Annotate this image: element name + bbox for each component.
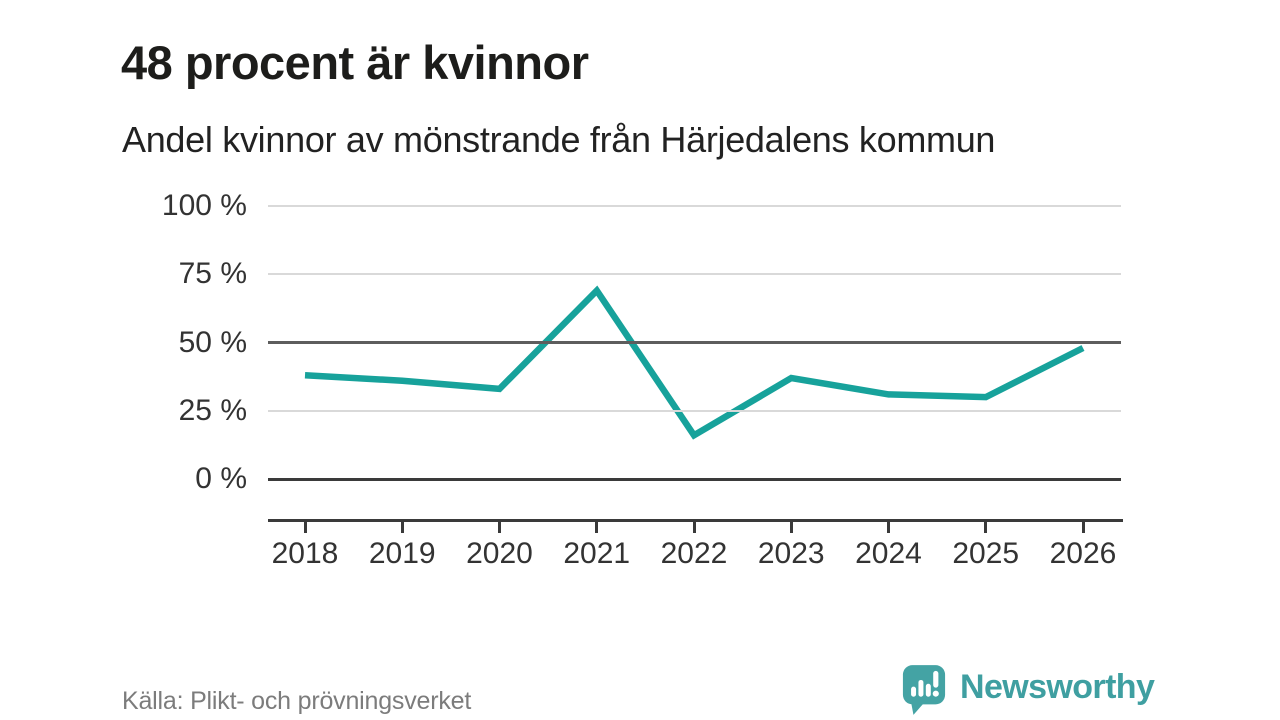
x-axis-tick-label: 2025 bbox=[952, 537, 1020, 570]
source-note: Källa: Plikt- och prövningsverket bbox=[122, 687, 472, 715]
trend-line bbox=[304, 285, 1085, 440]
x-axis-tick-label: 2023 bbox=[757, 537, 825, 570]
x-axis-tick bbox=[498, 522, 501, 533]
x-axis-tick bbox=[887, 522, 890, 533]
y-axis-tick-label: 100 % bbox=[161, 189, 247, 222]
x-axis-tick bbox=[595, 522, 599, 533]
y-axis-tick-label: 25 % bbox=[178, 393, 247, 427]
x-axis-tick-label: 2021 bbox=[563, 537, 631, 570]
x-axis-tick-label: 2020 bbox=[466, 537, 533, 570]
series-line-kvinnor bbox=[304, 285, 1085, 440]
x-axis-tick bbox=[984, 522, 988, 533]
x-axis-tick-label: 2026 bbox=[1049, 537, 1117, 570]
x-axis-tick-label: 2019 bbox=[368, 537, 436, 570]
x-axis-tick bbox=[692, 522, 696, 533]
y-axis-tick-label: 0 % bbox=[195, 462, 247, 495]
y-axis-tick-label: 50 % bbox=[178, 325, 247, 359]
y-gridline-75 bbox=[268, 273, 1121, 276]
x-axis-tick-label: 2022 bbox=[660, 537, 728, 570]
y-gridline-25 bbox=[268, 409, 1121, 412]
x-axis-tick bbox=[789, 522, 793, 533]
x-axis-tick bbox=[303, 522, 307, 533]
newsworthy-logo-text: Newsworthy bbox=[960, 668, 1155, 706]
y-gridline-50 bbox=[268, 341, 1121, 344]
chart-subtitle: Andel kvinnor av mönstrande från Härjeda… bbox=[122, 119, 996, 160]
y-gridline-100 bbox=[268, 205, 1121, 207]
x-axis-tick-label: 2024 bbox=[855, 537, 922, 570]
x-axis-tick bbox=[400, 522, 404, 533]
newsworthy-logo-icon bbox=[902, 665, 946, 715]
chart-title: 48 procent är kvinnor bbox=[121, 36, 589, 90]
newsworthy-logo: Newsworthy bbox=[901, 663, 1155, 717]
x-axis-tick bbox=[1081, 522, 1085, 533]
x-axis-line bbox=[268, 519, 1123, 522]
y-gridline-0 bbox=[268, 477, 1121, 481]
y-axis-tick-label: 75 % bbox=[178, 257, 247, 291]
x-axis-tick-label: 2018 bbox=[271, 537, 339, 570]
